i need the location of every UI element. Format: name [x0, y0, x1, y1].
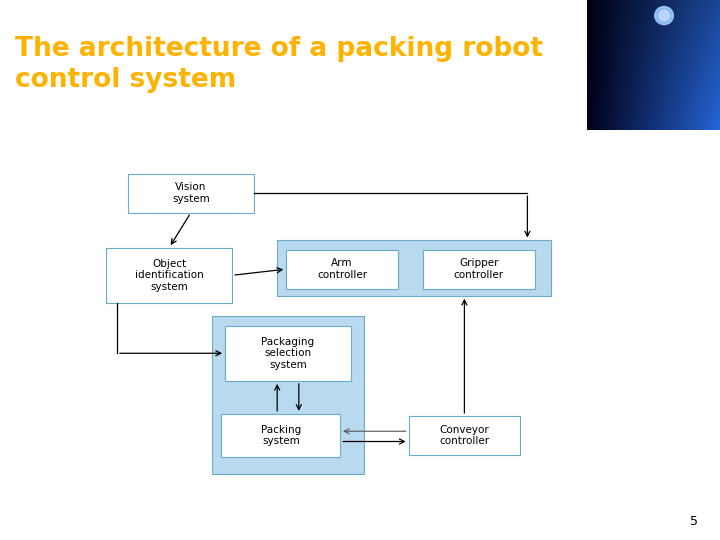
- FancyBboxPatch shape: [212, 316, 364, 474]
- FancyBboxPatch shape: [128, 174, 254, 213]
- FancyBboxPatch shape: [222, 414, 341, 457]
- FancyBboxPatch shape: [423, 249, 534, 288]
- Circle shape: [659, 10, 670, 21]
- FancyBboxPatch shape: [225, 326, 351, 381]
- Text: Gripper
controller: Gripper controller: [454, 258, 504, 280]
- FancyBboxPatch shape: [277, 240, 551, 296]
- FancyBboxPatch shape: [409, 416, 521, 455]
- Text: The architecture of a packing robot: The architecture of a packing robot: [14, 36, 543, 62]
- Text: Vision
system: Vision system: [172, 183, 210, 204]
- Text: Conveyor
controller: Conveyor controller: [439, 424, 490, 446]
- FancyBboxPatch shape: [107, 247, 232, 303]
- Text: control system: control system: [14, 68, 236, 93]
- Text: Arm
controller: Arm controller: [317, 258, 367, 280]
- Text: 5: 5: [690, 515, 698, 528]
- Circle shape: [654, 6, 673, 25]
- Text: Packaging
selection
system: Packaging selection system: [261, 336, 315, 370]
- FancyBboxPatch shape: [287, 249, 397, 288]
- Text: Object
identification
system: Object identification system: [135, 259, 204, 292]
- Text: Packing
system: Packing system: [261, 424, 301, 446]
